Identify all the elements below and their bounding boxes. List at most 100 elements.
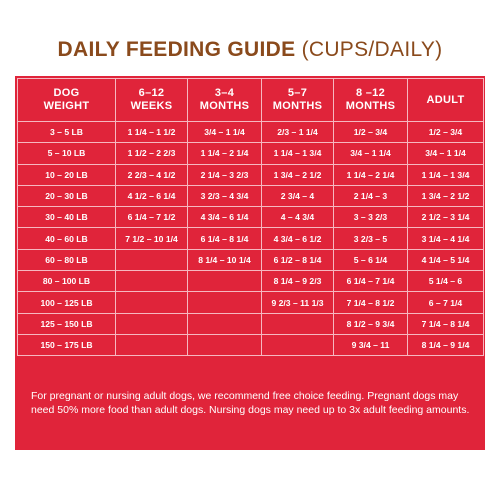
weight-cell: 100 – 125 LB <box>17 291 116 314</box>
cups-cell <box>115 248 188 272</box>
cups-cell <box>187 270 262 293</box>
table-row: 60 – 80 LB 8 1/4 – 10 1/4 6 1/2 – 8 1/4 5 –… <box>17 248 484 272</box>
cups-cell: 3 – 3 2/3 <box>333 206 408 229</box>
cups-cell: 6 1/4 – 7 1/2 <box>115 206 188 229</box>
cups-cell: 8 1/2 – 9 3/4 <box>333 312 408 335</box>
cups-cell: 5 1/4 – 6 <box>407 270 484 293</box>
cups-cell: 4 3/4 – 6 1/2 <box>261 227 334 250</box>
feeding-table: DOG WEIGHT 6–12 WEEKS 3–4 MONTHS 5–7 MONTHS 8 –1… <box>17 78 484 357</box>
header-line: WEEKS <box>130 100 173 112</box>
cups-cell: 9 3/4 – 11 <box>333 333 408 357</box>
cups-cell: 6 1/4 – 7 1/4 <box>333 270 408 293</box>
table-row: 3 – 5 LB 1 1/4 – 1 1/2 3/4 – 1 1/4 2/3 – 1 … <box>17 120 484 144</box>
cups-cell: 1 1/4 – 2 1/4 <box>333 163 408 186</box>
cups-cell: 2 1/4 – 3 2/3 <box>187 163 262 186</box>
cups-cell: 3 2/3 – 5 <box>333 227 408 250</box>
cups-cell <box>261 312 334 335</box>
cups-cell: 2/3 – 1 1/4 <box>261 120 334 144</box>
cups-cell: 7 1/4 – 8 1/2 <box>333 291 408 314</box>
cups-cell <box>187 312 262 335</box>
column-header-adult: ADULT <box>407 78 484 122</box>
cups-cell: 1 1/4 – 1 1/2 <box>115 120 188 144</box>
cups-cell: 1 1/4 – 2 1/4 <box>187 142 262 165</box>
feeding-guide-panel: DOG WEIGHT 6–12 WEEKS 3–4 MONTHS 5–7 MONTHS 8 –1… <box>15 76 485 450</box>
header-row: DOG WEIGHT 6–12 WEEKS 3–4 MONTHS 5–7 MONTHS 8 –1… <box>17 78 484 122</box>
header-line: 8 –12 <box>355 87 386 99</box>
cups-cell: 8 1/4 – 10 1/4 <box>187 248 262 272</box>
cups-cell: 3/4 – 1 1/4 <box>407 142 484 165</box>
cups-cell <box>115 312 188 335</box>
cups-cell: 4 – 4 3/4 <box>261 206 334 229</box>
weight-cell: 30 – 40 LB <box>17 206 116 229</box>
cups-cell: 8 1/4 – 9 2/3 <box>261 270 334 293</box>
title-main: DAILY FEEDING GUIDE <box>57 38 296 61</box>
cups-cell: 6 1/2 – 8 1/4 <box>261 248 334 272</box>
cups-cell <box>261 333 334 357</box>
cups-cell <box>115 270 188 293</box>
cups-cell: 4 1/4 – 5 1/4 <box>407 248 484 272</box>
cups-cell: 3 1/4 – 4 1/4 <box>407 227 484 250</box>
column-header-3-4-months: 3–4 MONTHS <box>187 78 262 122</box>
header-line: WEIGHT <box>43 100 90 112</box>
cups-cell <box>115 291 188 314</box>
weight-cell: 40 – 60 LB <box>17 227 116 250</box>
weight-cell: 20 – 30 LB <box>17 184 116 208</box>
column-header-5-7-months: 5–7 MONTHS <box>261 78 334 122</box>
weight-cell: 125 – 150 LB <box>17 312 116 335</box>
cups-cell: 6 1/4 – 8 1/4 <box>187 227 262 250</box>
cups-cell: 7 1/4 – 8 1/4 <box>407 312 484 335</box>
cups-cell: 4 1/2 – 6 1/4 <box>115 184 188 208</box>
weight-cell: 3 – 5 LB <box>17 120 116 144</box>
cups-cell: 2 1/4 – 3 <box>333 184 408 208</box>
weight-cell: 80 – 100 LB <box>17 270 116 293</box>
page-title: DAILY FEEDING GUIDE (CUPS/DAILY) <box>0 38 500 62</box>
table-row: 125 – 150 LB 8 1/2 – 9 3/4 7 1/4 – 8 1/4 <box>17 312 484 335</box>
table-row: 80 – 100 LB 8 1/4 – 9 2/3 6 1/4 – 7 1/4 5 1… <box>17 270 484 293</box>
cups-cell: 5 – 6 1/4 <box>333 248 408 272</box>
header-line: MONTHS <box>345 100 396 112</box>
cups-cell: 2 2/3 – 4 1/2 <box>115 163 188 186</box>
title-unit: (CUPS/DAILY) <box>301 38 443 61</box>
cups-cell: 3/4 – 1 1/4 <box>187 120 262 144</box>
cups-cell: 7 1/2 – 10 1/4 <box>115 227 188 250</box>
header-line: MONTHS <box>272 100 323 112</box>
weight-cell: 150 – 175 LB <box>17 333 116 357</box>
weight-cell: 10 – 20 LB <box>17 163 116 186</box>
cups-cell: 1 3/4 – 2 1/2 <box>407 184 484 208</box>
header-line: 5–7 <box>287 87 308 99</box>
column-header-6-12-weeks: 6–12 WEEKS <box>115 78 188 122</box>
cups-cell: 1/2 – 3/4 <box>333 120 408 144</box>
cups-cell <box>187 291 262 314</box>
cups-cell: 3/4 – 1 1/4 <box>333 142 408 165</box>
cups-cell: 1 3/4 – 2 1/2 <box>261 163 334 186</box>
table-row: 40 – 60 LB 7 1/2 – 10 1/4 6 1/4 – 8 1/4 4 3… <box>17 227 484 250</box>
table-row: 20 – 30 LB 4 1/2 – 6 1/4 3 2/3 – 4 3/4 2 3/… <box>17 184 484 208</box>
table-row: 100 – 125 LB 9 2/3 – 11 1/3 7 1/4 – 8 1/2 6… <box>17 291 484 314</box>
header-line: MONTHS <box>199 100 250 112</box>
cups-cell: 6 – 7 1/4 <box>407 291 484 314</box>
table-row: 150 – 175 LB 9 3/4 – 11 8 1/4 – 9 1/4 <box>17 333 484 357</box>
cups-cell <box>115 333 188 357</box>
cups-cell: 1 1/4 – 1 3/4 <box>261 142 334 165</box>
table-row: 30 – 40 LB 6 1/4 – 7 1/2 4 3/4 – 6 1/4 4 – … <box>17 206 484 229</box>
column-header-8-12-months: 8 –12 MONTHS <box>333 78 408 122</box>
cups-cell: 3 2/3 – 4 3/4 <box>187 184 262 208</box>
header-line: ADULT <box>426 93 465 106</box>
cups-cell: 2 3/4 – 4 <box>261 184 334 208</box>
table-row: 10 – 20 LB 2 2/3 – 4 1/2 2 1/4 – 3 2/3 1 3/… <box>17 163 484 186</box>
table-row: 5 – 10 LB 1 1/2 – 2 2/3 1 1/4 – 2 1/4 1 1/4… <box>17 142 484 165</box>
column-header-dog-weight: DOG WEIGHT <box>17 78 116 122</box>
cups-cell: 1 1/4 – 1 3/4 <box>407 163 484 186</box>
cups-cell: 9 2/3 – 11 1/3 <box>261 291 334 314</box>
cups-cell: 4 3/4 – 6 1/4 <box>187 206 262 229</box>
weight-cell: 5 – 10 LB <box>17 142 116 165</box>
cups-cell: 8 1/4 – 9 1/4 <box>407 333 484 357</box>
cups-cell <box>187 333 262 357</box>
header-line: 6–12 <box>138 87 165 99</box>
cups-cell: 1 1/2 – 2 2/3 <box>115 142 188 165</box>
cups-cell: 1/2 – 3/4 <box>407 120 484 144</box>
header-line: 3–4 <box>214 87 235 99</box>
feeding-footnote: For pregnant or nursing adult dogs, we r… <box>31 390 470 416</box>
weight-cell: 60 – 80 LB <box>17 248 116 272</box>
header-line: DOG <box>53 87 80 99</box>
